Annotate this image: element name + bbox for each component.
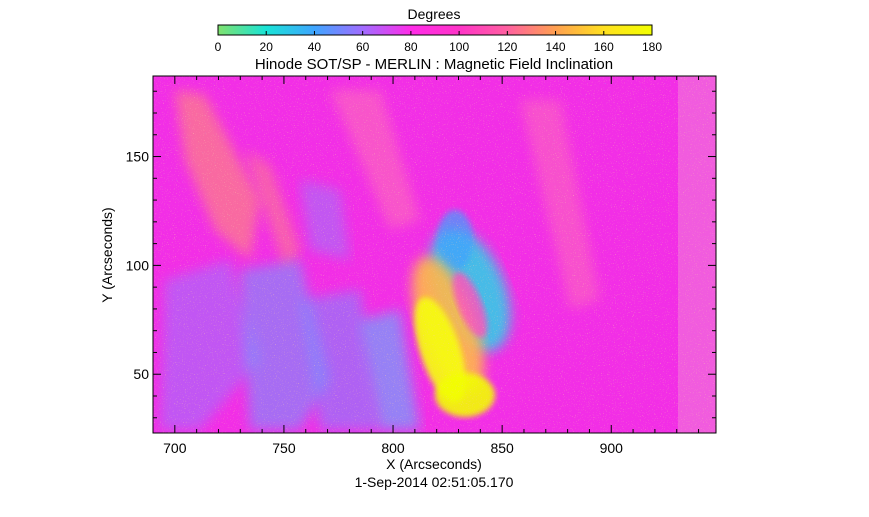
y-axis: 50 100 150 — [126, 90, 716, 419]
x-tick-label: 750 — [272, 440, 296, 456]
plot-frame — [152, 75, 717, 434]
x-axis-label: X (Arcseconds) — [386, 456, 482, 472]
colorbar-tick-label: 60 — [356, 40, 370, 54]
x-tick-label: 900 — [600, 440, 624, 456]
colorbar-tick-label: 100 — [449, 40, 469, 54]
timestamp: 1-Sep-2014 02:51:05.170 — [355, 474, 514, 490]
colorbar-tick-label: 120 — [497, 40, 517, 54]
chart-title: Hinode SOT/SP - MERLIN : Magnetic Field … — [255, 56, 613, 73]
colorbar-tick-label: 80 — [404, 40, 418, 54]
colorbar-tick-label: 40 — [308, 40, 322, 54]
colorbar-tick-label: 20 — [260, 40, 274, 54]
y-axis-label: Y (Arcseconds) — [99, 207, 115, 302]
colorbar-tick-label: 160 — [594, 40, 614, 54]
colorbar-title: Degrees — [408, 6, 461, 22]
colorbar-ticks: 0 20 40 60 80 100 120 140 160 180 — [215, 31, 662, 54]
y-tick-label: 50 — [133, 366, 149, 382]
x-axis: 700 750 800 850 900 — [152, 76, 700, 456]
colorbar-tick-label: 140 — [546, 40, 566, 54]
x-tick-label: 700 — [163, 440, 187, 456]
x-tick-label: 800 — [381, 440, 405, 456]
colorbar — [217, 24, 653, 36]
y-tick-label: 100 — [126, 257, 150, 273]
x-tick-label: 850 — [490, 440, 514, 456]
y-tick-label: 150 — [126, 149, 150, 165]
colorbar-tick-label: 0 — [215, 40, 222, 54]
heatmap-image — [153, 76, 716, 433]
colorbar-tick-label: 180 — [642, 40, 662, 54]
